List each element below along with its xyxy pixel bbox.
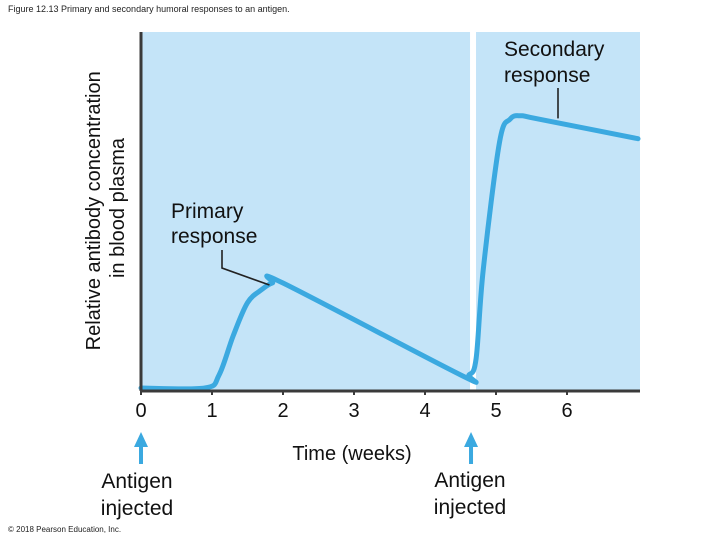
plot-background [141,32,640,391]
figure-title: Figure 12.13 Primary and secondary humor… [8,4,290,14]
primary-response-annotation: Primary response [171,200,270,286]
up-arrow-icon [464,432,479,464]
y-axis-title-line-2: in blood plasma [107,137,129,278]
primary-response-label-line-2: response [171,225,257,248]
up-arrow-icon [134,432,148,464]
primary-response-leader-line [221,250,270,286]
x-axis-title: Time (weeks) [292,443,411,465]
x-tick-label: 6 [561,400,572,422]
antigen-injected-label-line-1: Antigen [101,470,172,493]
primary-response-label-line-1: Primary [171,200,244,223]
first-antigen-injection-marker: Antigen injected [101,432,173,520]
antibody-curve [138,113,641,392]
x-ticks [140,391,568,395]
x-tick-label: 2 [277,400,288,422]
x-tick-label: 4 [419,400,430,422]
copyright-notice: © 2018 Pearson Education, Inc. [8,525,122,534]
y-axis-title: Relative antibody concentration in blood… [83,66,129,351]
secondary-response-annotation: Secondary response [504,38,605,119]
y-axis-title-line-1: Relative antibody concentration [83,71,105,350]
antigen-injected-label-line-2: injected [434,496,506,519]
antigen-injected-label-line-2: injected [101,497,173,520]
x-tick-label: 5 [490,400,501,422]
x-tick-labels: 0 1 2 3 4 5 6 [135,400,572,422]
secondary-response-label-line-1: Secondary [504,38,605,61]
x-tick-label: 1 [206,400,217,422]
x-tick-label: 0 [135,400,146,422]
second-antigen-injection-marker: Antigen injected [434,432,506,519]
secondary-response-label-line-2: response [504,64,590,87]
x-tick-label: 3 [348,400,359,422]
antigen-injected-label-line-1: Antigen [434,469,505,492]
